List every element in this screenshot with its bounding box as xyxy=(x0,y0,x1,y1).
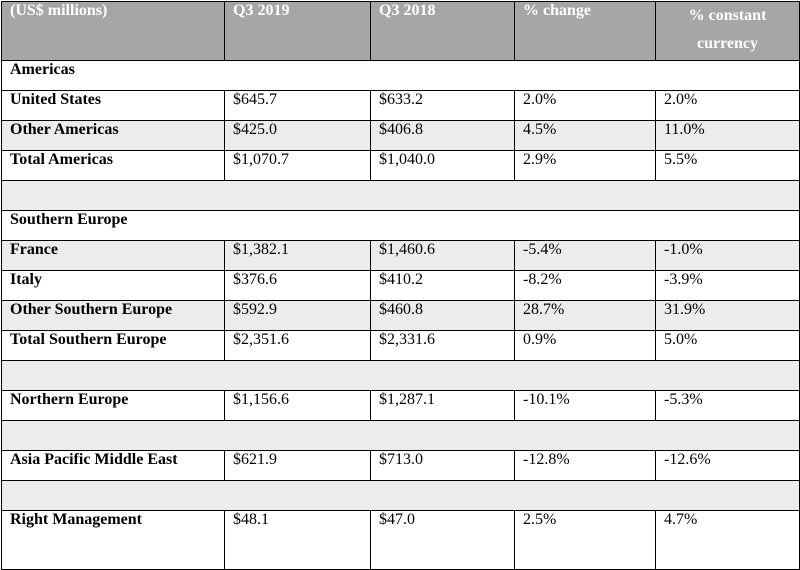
cell-q3-2019: $2,351.6 xyxy=(224,330,371,361)
cell-pct-constant: -1.0% xyxy=(655,240,800,271)
header-q3-2019: Q3 2019 xyxy=(224,1,371,61)
cell-q3-2018: $1,287.1 xyxy=(370,390,515,421)
cell-pct-constant: 5.0% xyxy=(655,330,800,361)
cell-pct-change: 4.5% xyxy=(514,120,656,151)
row-label: Other Southern Europe xyxy=(1,300,225,331)
section-row-southern-europe: Southern Europe xyxy=(1,210,800,241)
header-row: (US$ millions) Q3 2019 Q3 2018 % change … xyxy=(1,1,800,61)
cell-pct-change: 28.7% xyxy=(514,300,656,331)
table-row: United States $645.7 $633.2 2.0% 2.0% xyxy=(1,90,800,121)
cell-q3-2019: $1,070.7 xyxy=(224,150,371,181)
cell-q3-2018: $410.2 xyxy=(370,270,515,301)
table-row: Total Americas $1,070.7 $1,040.0 2.9% 5.… xyxy=(1,150,800,181)
cell-pct-constant: -5.3% xyxy=(655,390,800,421)
cell-q3-2018: $406.8 xyxy=(370,120,515,151)
table-row: Northern Europe $1,156.6 $1,287.1 -10.1%… xyxy=(1,390,800,421)
row-label: France xyxy=(1,240,225,271)
spacer-row xyxy=(1,360,800,391)
row-label: United States xyxy=(1,90,225,121)
spacer-cell xyxy=(1,480,800,511)
table-row: Other Southern Europe $592.9 $460.8 28.7… xyxy=(1,300,800,331)
section-title: Americas xyxy=(1,60,800,91)
cell-q3-2019: $1,382.1 xyxy=(224,240,371,271)
cell-pct-change: 2.9% xyxy=(514,150,656,181)
spacer-cell xyxy=(1,180,800,211)
row-label: Other Americas xyxy=(1,120,225,151)
cell-q3-2018: $633.2 xyxy=(370,90,515,121)
cell-q3-2019: $425.0 xyxy=(224,120,371,151)
table-row: Right Management $48.1 $47.0 2.5% 4.7% xyxy=(1,510,800,570)
row-label: Asia Pacific Middle East xyxy=(1,450,225,481)
table-row: Italy $376.6 $410.2 -8.2% -3.9% xyxy=(1,270,800,301)
header-pct-constant-currency: % constant currency xyxy=(655,1,800,61)
section-title: Southern Europe xyxy=(1,210,800,241)
cell-q3-2018: $1,460.6 xyxy=(370,240,515,271)
cell-pct-change: -10.1% xyxy=(514,390,656,421)
cell-pct-constant: 2.0% xyxy=(655,90,800,121)
cell-pct-change: 0.9% xyxy=(514,330,656,361)
cell-q3-2019: $376.6 xyxy=(224,270,371,301)
cell-pct-constant: 5.5% xyxy=(655,150,800,181)
cell-pct-change: -12.8% xyxy=(514,450,656,481)
cell-pct-constant: -12.6% xyxy=(655,450,800,481)
cell-pct-change: -5.4% xyxy=(514,240,656,271)
cell-q3-2019: $645.7 xyxy=(224,90,371,121)
spacer-cell xyxy=(1,360,800,391)
cell-q3-2018: $47.0 xyxy=(370,510,515,570)
cell-pct-constant: -3.9% xyxy=(655,270,800,301)
table-row: Other Americas $425.0 $406.8 4.5% 11.0% xyxy=(1,120,800,151)
row-label: Italy xyxy=(1,270,225,301)
cell-q3-2019: $621.9 xyxy=(224,450,371,481)
header-pct-constant-line1: % constant xyxy=(688,7,767,24)
cell-pct-change: -8.2% xyxy=(514,270,656,301)
row-label: Total Southern Europe xyxy=(1,330,225,361)
table-row: Total Southern Europe $2,351.6 $2,331.6 … xyxy=(1,330,800,361)
cell-q3-2018: $460.8 xyxy=(370,300,515,331)
cell-q3-2018: $2,331.6 xyxy=(370,330,515,361)
section-row-americas: Americas xyxy=(1,60,800,91)
cell-q3-2019: $1,156.6 xyxy=(224,390,371,421)
row-label: Total Americas xyxy=(1,150,225,181)
cell-q3-2018: $713.0 xyxy=(370,450,515,481)
header-units: (US$ millions) xyxy=(1,1,225,61)
table-row: Asia Pacific Middle East $621.9 $713.0 -… xyxy=(1,450,800,481)
spacer-row xyxy=(1,480,800,511)
cell-pct-constant: 31.9% xyxy=(655,300,800,331)
cell-q3-2019: $592.9 xyxy=(224,300,371,331)
spacer-row xyxy=(1,420,800,451)
header-pct-constant-line2: currency xyxy=(696,35,758,52)
cell-q3-2019: $48.1 xyxy=(224,510,371,570)
row-label: Right Management xyxy=(1,510,225,570)
cell-pct-change: 2.5% xyxy=(514,510,656,570)
cell-pct-change: 2.0% xyxy=(514,90,656,121)
header-q3-2018: Q3 2018 xyxy=(370,1,515,61)
row-label: Northern Europe xyxy=(1,390,225,421)
spacer-row xyxy=(1,180,800,211)
header-pct-change: % change xyxy=(514,1,656,61)
cell-pct-constant: 4.7% xyxy=(655,510,800,570)
cell-q3-2018: $1,040.0 xyxy=(370,150,515,181)
cell-pct-constant: 11.0% xyxy=(655,120,800,151)
spacer-cell xyxy=(1,420,800,451)
table-row: France $1,382.1 $1,460.6 -5.4% -1.0% xyxy=(1,240,800,271)
